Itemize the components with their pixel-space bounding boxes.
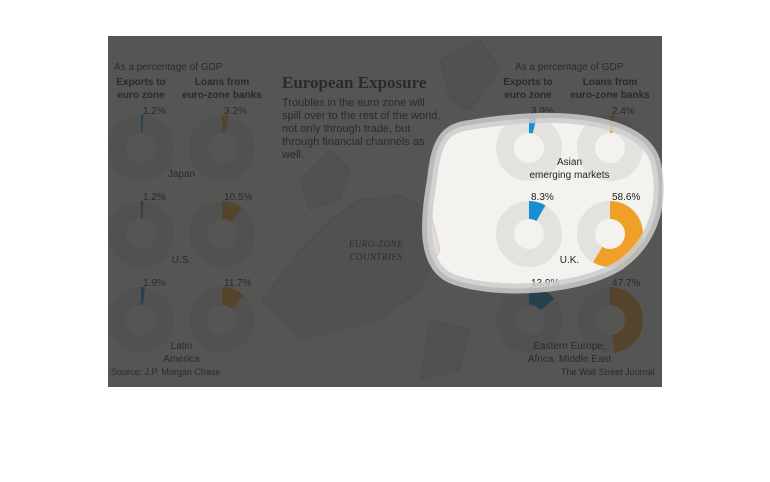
- column-header: Loans from euro-zone banks: [182, 77, 262, 101]
- value-label: 11.7%: [224, 278, 252, 289]
- source: Source: J.P. Morgan Chase: [111, 367, 221, 377]
- region-label: Eastern Europe, Africa, Middle East: [527, 341, 612, 365]
- region-label: Latin America: [163, 341, 200, 365]
- value-label: 8.3%: [531, 192, 554, 203]
- subtitle: Troubles in the euro zone will spill ove…: [282, 97, 441, 161]
- value-label: 3.9%: [531, 106, 554, 117]
- column-header: Exports to euro zone: [116, 77, 166, 101]
- title: European Exposure: [282, 73, 427, 92]
- value-label: 1.9%: [143, 278, 166, 289]
- region-label: Japan: [167, 169, 196, 180]
- value-label: 58.6%: [612, 192, 641, 203]
- column-header: Loans from euro-zone banks: [570, 77, 650, 101]
- region-label: Asian emerging markets: [529, 157, 610, 181]
- region-label: U.K.: [559, 255, 580, 266]
- unit-note: As a percentage of GDP: [114, 62, 223, 73]
- value-label: 2.4%: [612, 106, 635, 117]
- column-header: Exports to euro zone: [503, 77, 553, 101]
- value-label: 1.2%: [143, 106, 166, 117]
- value-label: 47.7%: [612, 278, 641, 289]
- value-label: 3.2%: [224, 106, 247, 117]
- region-label: U.S.: [171, 255, 192, 266]
- value-label: 13.9%: [531, 278, 560, 289]
- value-label: 1.2%: [143, 192, 166, 203]
- map-label: EURO-ZONE COUNTRIES: [348, 239, 404, 262]
- credit: The Wall Street Journal: [561, 367, 655, 377]
- value-label: 10.5%: [224, 192, 253, 203]
- unit-note: As a percentage of GDP: [515, 62, 624, 73]
